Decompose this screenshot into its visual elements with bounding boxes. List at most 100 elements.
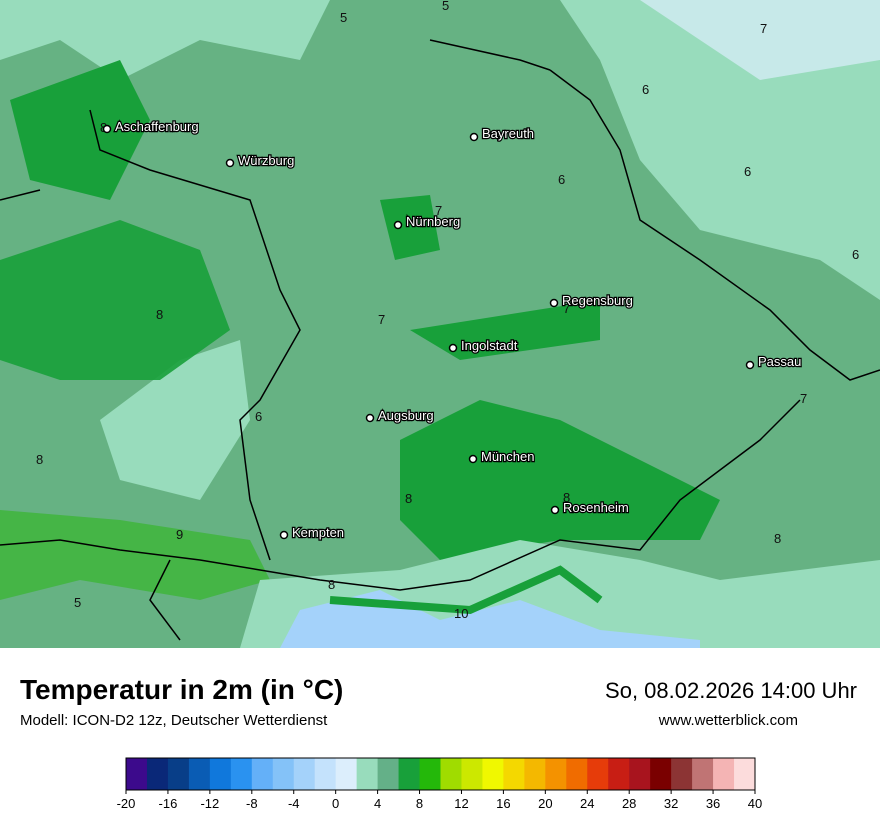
colorbar-tick-label: 20 xyxy=(538,796,552,811)
colorbar-tick-label: -16 xyxy=(159,796,178,811)
valley xyxy=(329,565,603,615)
colorbar-segment xyxy=(398,758,421,790)
contour-label: 5 xyxy=(442,0,449,13)
city-dot xyxy=(469,132,479,142)
area xyxy=(0,0,330,80)
contour-label: 8 xyxy=(36,452,43,467)
colorbar-segment xyxy=(545,758,567,790)
city-dot xyxy=(550,505,560,515)
colorbar-tick-label: -12 xyxy=(200,796,219,811)
city-dot xyxy=(225,158,235,168)
colorbar-tick-label: 32 xyxy=(664,796,678,811)
title: Temperatur in 2m (in °C) xyxy=(20,674,343,705)
contour-label: 7 xyxy=(760,21,767,36)
contour-label: 7 xyxy=(378,312,385,327)
colorbar-segment xyxy=(335,758,358,790)
area xyxy=(560,0,880,300)
website: www.wetterblick.com xyxy=(658,712,798,729)
city-label: Regensburg xyxy=(562,293,633,308)
colorbar-segment xyxy=(377,758,400,790)
colorbar-segment xyxy=(293,758,316,790)
contour-labels: 5 5 7 6 6 6 7 8 7 7 6 8 7 9 8 8 8 10 5 6… xyxy=(36,0,859,621)
contour-label: 6 xyxy=(744,164,751,179)
colorbar-segment xyxy=(272,758,295,790)
city-dot xyxy=(549,298,559,308)
colorbar-segment xyxy=(566,758,588,790)
city-dot xyxy=(279,530,289,540)
contour-label: 8 xyxy=(774,531,781,546)
colorbar-segment xyxy=(629,758,651,790)
area xyxy=(380,195,440,260)
colorbar-segment xyxy=(608,758,630,790)
contour-label: 8 xyxy=(156,307,163,322)
area xyxy=(400,400,720,560)
colorbar-segment xyxy=(713,758,735,790)
contour-label: 6 xyxy=(642,82,649,97)
colorbar-tick-label: 0 xyxy=(332,796,339,811)
city-dot xyxy=(448,343,458,353)
colorbar-tick-label: 16 xyxy=(496,796,510,811)
colorbar-segment xyxy=(356,758,379,790)
colorbar-segment xyxy=(126,758,148,790)
area xyxy=(410,300,600,360)
colorbar-segment xyxy=(524,758,546,790)
subtitle: Modell: ICON-D2 12z, Deutscher Wetterdie… xyxy=(20,712,328,729)
city-dot xyxy=(365,413,375,423)
city-label: München xyxy=(481,449,534,464)
colorbar-tick-label: 4 xyxy=(374,796,381,811)
colorbar-segment xyxy=(314,758,337,790)
city-label: Kempten xyxy=(292,525,344,540)
colorbar-tick-label: 28 xyxy=(622,796,636,811)
city-label: Passau xyxy=(758,354,801,369)
colorbar-segment xyxy=(251,758,274,790)
colorbar-segment xyxy=(230,758,253,790)
datetime: So, 08.02.2026 14:00 Uhr xyxy=(605,678,857,703)
contour-label: 8 xyxy=(563,490,570,505)
city-label: Rosenheim xyxy=(563,500,629,515)
city-label: Würzburg xyxy=(238,153,294,168)
colorbar-frame xyxy=(125,757,756,791)
colorbar-segment xyxy=(440,758,462,790)
colorbar-tick-label: -8 xyxy=(246,796,258,811)
colorbar-segment xyxy=(587,758,609,790)
contour-label: 7 xyxy=(563,301,570,316)
city-dot xyxy=(745,360,755,370)
colorbar-tick-label: 36 xyxy=(706,796,720,811)
contour-label: 5 xyxy=(340,10,347,25)
colorbar-segment xyxy=(167,758,190,790)
area xyxy=(10,60,150,200)
colorbar-segment xyxy=(146,758,169,790)
map: 5 5 7 6 6 6 7 8 7 7 6 8 7 9 8 8 8 10 5 6… xyxy=(0,0,880,648)
contour-label: 7 xyxy=(800,391,807,406)
area xyxy=(640,0,880,80)
contour-label: 5 xyxy=(74,595,81,610)
city-dot xyxy=(468,454,478,464)
contour-label: 8 xyxy=(328,577,335,592)
cities: Aschaffenburg Würzburg Bayreuth Nürnberg… xyxy=(102,118,803,541)
contour-label: 8 xyxy=(405,491,412,506)
colorbar-tick-label: 24 xyxy=(580,796,594,811)
contour-label: 7 xyxy=(435,203,442,218)
colorbar-segment xyxy=(482,758,504,790)
colorbar-segment xyxy=(209,758,232,790)
contour-label: 6 xyxy=(558,172,565,187)
contour-label: 10 xyxy=(454,606,468,621)
colorbar-segment xyxy=(692,758,714,790)
colorbar-tick-label: 8 xyxy=(416,796,423,811)
area xyxy=(0,510,270,600)
colorbar-tick-label: 12 xyxy=(454,796,468,811)
city-label: Nürnberg xyxy=(406,214,460,229)
colorbar: -20 -16 -12 -8 -4 0 4 8 12 16 20 24 28 32 36 40 xyxy=(117,757,762,811)
border xyxy=(0,39,880,641)
city-label: Augsburg xyxy=(378,408,434,423)
contour-label: 6 xyxy=(852,247,859,262)
colorbar-segment xyxy=(188,758,211,790)
city-label: Ingolstadt xyxy=(461,338,518,353)
colorbar-segment xyxy=(503,758,525,790)
contour-label: 6 xyxy=(255,409,262,424)
city-dot xyxy=(393,220,403,230)
colorbar-tick-label: -20 xyxy=(117,796,136,811)
colorbar-segment xyxy=(734,758,756,790)
colorbar-tick-label: -4 xyxy=(288,796,300,811)
